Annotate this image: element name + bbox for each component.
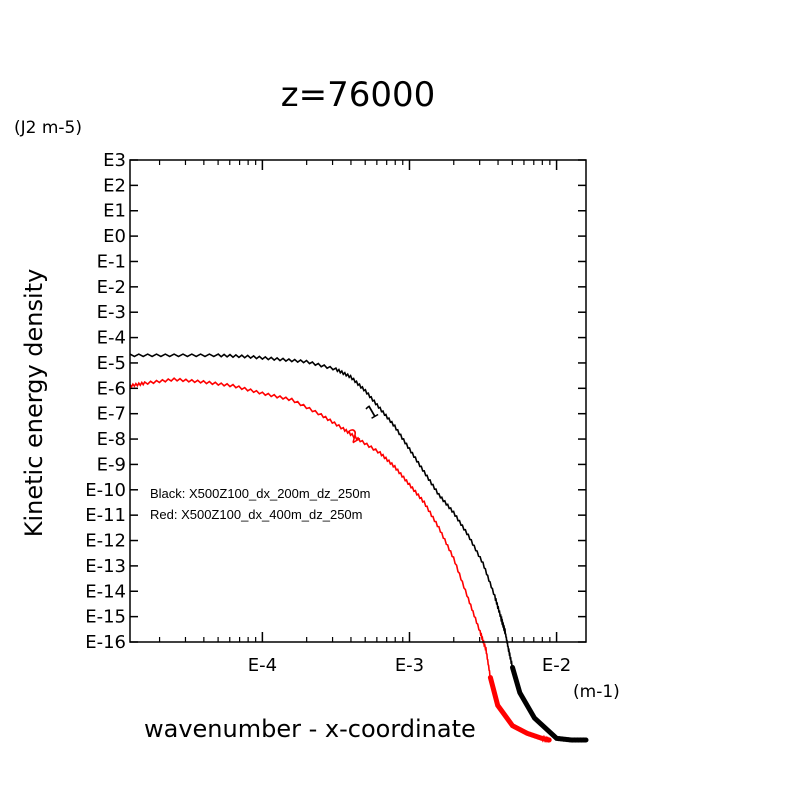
x-tick-label: E-4 bbox=[248, 655, 277, 676]
y-tick-label: E-10 bbox=[85, 480, 126, 501]
tick-marks bbox=[130, 159, 586, 643]
x-axis-label: wavenumber - x-coordinate bbox=[144, 715, 476, 743]
y-tick-label: E-9 bbox=[97, 454, 126, 475]
x-tick-label: E-3 bbox=[395, 655, 424, 676]
plot-frame bbox=[129, 159, 587, 643]
series-label-1: 1 bbox=[362, 400, 382, 424]
y-tick-label: E-7 bbox=[97, 404, 126, 425]
y-unit-label: (J2 m-5) bbox=[14, 118, 82, 138]
tick-labels: E3 E2 E1 E0 E-1 E-2 E-3 E-4 E-5 E-6 E-7 E-8 E-9 E-10 E… bbox=[85, 150, 571, 676]
y-tick-label: E3 bbox=[103, 150, 126, 171]
y-tick-label: E-2 bbox=[97, 277, 126, 298]
chart-title: z=76000 bbox=[281, 75, 436, 115]
y-tick-label: E-6 bbox=[97, 378, 126, 399]
y-tick-label: E-14 bbox=[85, 581, 126, 602]
series-noise-band-2 bbox=[487, 675, 552, 743]
legend-entry-black: Black: X500Z100_dx_200m_dz_250m bbox=[150, 486, 370, 501]
y-tick-label: E-16 bbox=[85, 632, 126, 653]
y-tick-label: E-13 bbox=[85, 556, 126, 577]
y-tick-label: E1 bbox=[103, 201, 126, 222]
series-line-2 bbox=[129, 377, 550, 744]
y-tick-label: E-12 bbox=[85, 531, 126, 552]
x-tick-label: E-2 bbox=[542, 655, 571, 676]
y-axis-label: Kinetic energy density bbox=[20, 269, 48, 538]
series-noise-band-1 bbox=[510, 664, 589, 743]
series-label-2: 2 bbox=[344, 424, 364, 448]
series-layer: 12 bbox=[129, 353, 589, 744]
y-tick-label: E-1 bbox=[97, 251, 126, 272]
y-tick-label: E-4 bbox=[97, 328, 126, 349]
y-tick-label: E-11 bbox=[85, 505, 126, 526]
y-tick-label: E-8 bbox=[97, 429, 126, 450]
y-tick-label: E-3 bbox=[97, 302, 126, 323]
y-tick-label: E2 bbox=[103, 175, 126, 196]
x-unit-label: (m-1) bbox=[573, 682, 620, 702]
y-tick-label: E0 bbox=[103, 226, 126, 247]
y-tick-label: E-15 bbox=[85, 607, 126, 628]
y-tick-label: E-5 bbox=[97, 353, 126, 374]
legend-entry-red: Red: X500Z100_dx_400m_dz_250m bbox=[150, 507, 362, 522]
